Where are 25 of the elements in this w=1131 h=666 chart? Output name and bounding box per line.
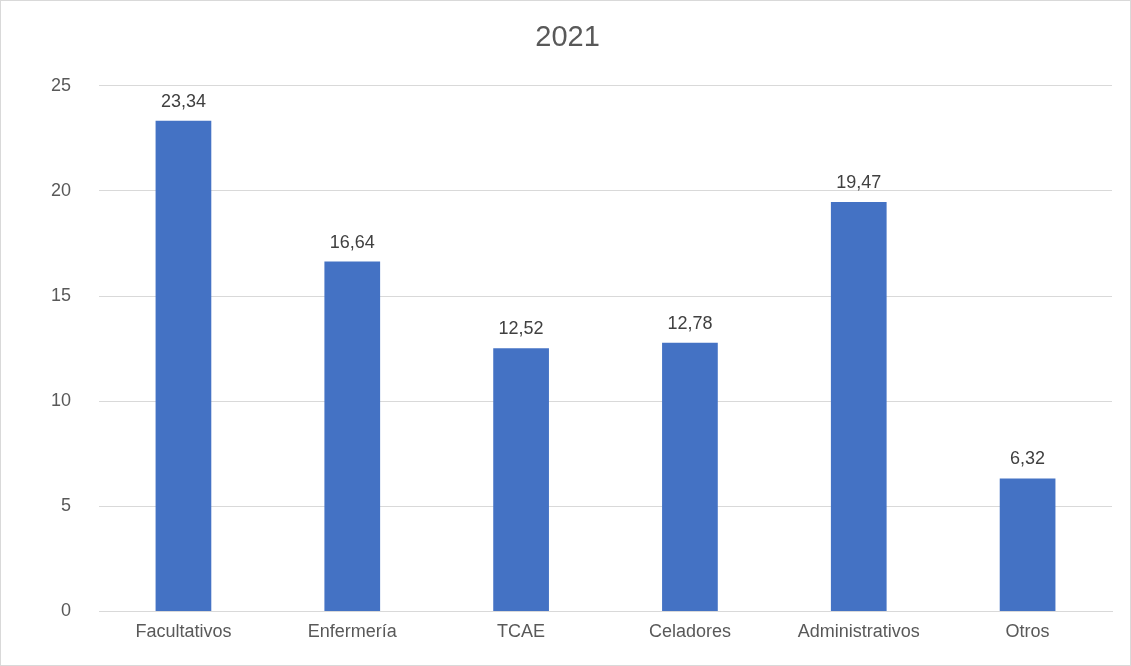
x-tick-label: Celadores	[648, 621, 731, 642]
y-tick-label: 20	[50, 179, 72, 200]
y-tick-label: 10	[50, 390, 72, 411]
data-label: 12,78	[667, 312, 713, 333]
y-tick-label: 15	[50, 285, 72, 306]
x-tick-label: Administrativos	[797, 621, 920, 642]
x-tick-label: Enfermería	[307, 621, 398, 642]
x-tick-label: Otros	[1005, 621, 1050, 642]
bar	[493, 348, 549, 611]
data-label: 6,32	[1010, 448, 1046, 469]
bar	[999, 478, 1056, 611]
data-label: 16,64	[329, 231, 375, 252]
y-tick-label: 0	[61, 600, 72, 621]
x-tick-label: TCAE	[497, 621, 546, 642]
bar	[830, 202, 887, 611]
x-tick-label: Facultativos	[135, 621, 232, 642]
data-label: 23,34	[160, 90, 206, 111]
data-label: 19,47	[836, 172, 882, 193]
data-label: 12,52	[498, 318, 544, 339]
bar	[324, 261, 381, 611]
y-tick-label: 25	[50, 74, 72, 95]
bar	[662, 342, 718, 611]
chart-title: 2021	[535, 20, 600, 53]
bar	[155, 120, 212, 611]
y-tick-label: 5	[61, 495, 72, 516]
